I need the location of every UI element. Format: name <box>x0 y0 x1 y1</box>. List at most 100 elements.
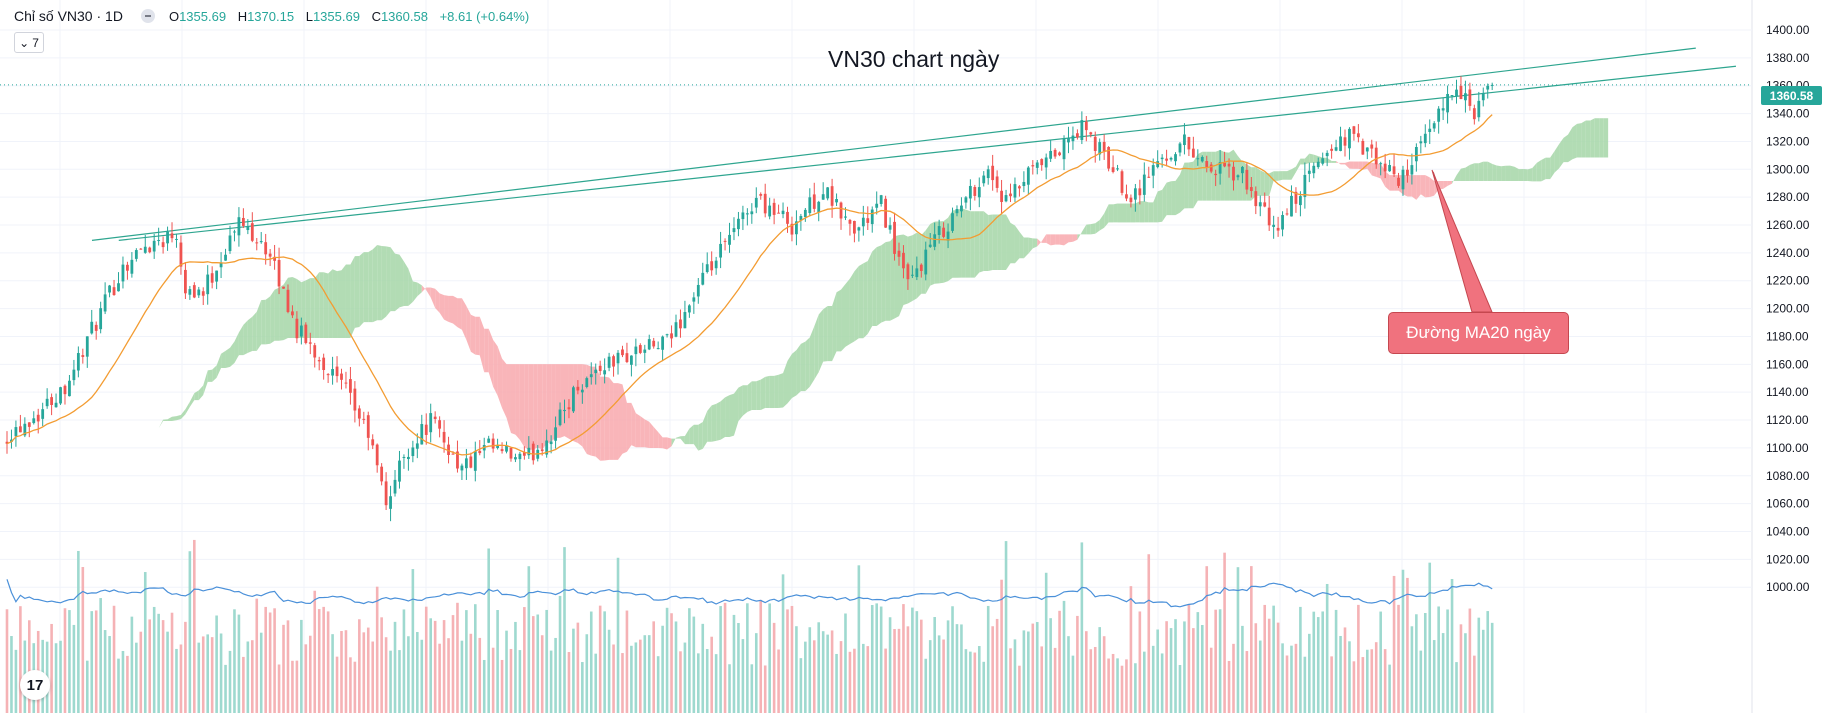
volume-bar <box>308 635 312 713</box>
volume-bar <box>215 615 218 713</box>
candle-body <box>884 198 888 228</box>
cloud-segment <box>1001 214 1007 270</box>
candle-body <box>1116 168 1119 170</box>
candle-body <box>241 217 245 226</box>
symbol-legend[interactable]: Chỉ số VN30 · 1D O1355.69 H1370.15 L1355… <box>14 8 529 24</box>
volume-bar <box>1200 624 1204 713</box>
cloud-segment <box>1260 170 1265 196</box>
symbol-name[interactable]: Chỉ số VN30 · 1D <box>14 8 123 24</box>
collapse-icon[interactable] <box>140 9 155 23</box>
cloud-segment <box>225 347 230 369</box>
candle-body <box>754 197 758 208</box>
candle-body <box>1486 85 1490 90</box>
candle-body <box>224 254 227 261</box>
cloud-segment <box>510 364 516 435</box>
candle-body <box>215 270 219 282</box>
ohlc-values: O1355.69 H1370.15 L1355.69 C1360.58 +8.6… <box>169 9 529 24</box>
volume-bar <box>750 664 754 713</box>
cloud-segment <box>216 353 222 378</box>
volume-bar <box>505 630 508 713</box>
cloud-segment <box>412 281 418 302</box>
candle-body <box>469 456 473 468</box>
volume-bar <box>1116 658 1119 713</box>
volume-bar <box>1129 586 1133 713</box>
candle-body <box>121 264 125 282</box>
candle-body <box>1312 165 1316 174</box>
candle-body <box>585 378 589 387</box>
candle-body <box>304 324 308 344</box>
cloud-segment <box>1064 234 1069 246</box>
volume-bar <box>362 632 366 713</box>
volume-bar <box>1205 566 1209 713</box>
volume-bar <box>344 630 348 713</box>
candle-body <box>844 216 847 218</box>
candle-body <box>1370 144 1374 149</box>
volume-bar <box>982 661 986 713</box>
cloud-segment <box>881 242 886 323</box>
volume-bar <box>1076 615 1079 713</box>
volume-bar <box>1446 609 1449 713</box>
cloud-segment <box>1224 152 1230 201</box>
volume-bar <box>1352 661 1356 713</box>
cloud-segment <box>1211 151 1216 201</box>
cloud-segment <box>519 364 525 447</box>
candle-body <box>795 221 798 235</box>
cloud-segment <box>470 314 476 355</box>
candle-body <box>362 418 366 420</box>
cloud-segment <box>1514 166 1519 181</box>
candle-body <box>1062 138 1066 160</box>
volume-bar <box>206 634 209 713</box>
volume-bar <box>398 650 401 713</box>
volume-bar <box>1459 624 1463 713</box>
volume-bar <box>393 621 397 713</box>
candle-body <box>701 272 705 285</box>
volume-bar <box>795 626 798 713</box>
tradingview-logo-icon[interactable]: 17 <box>20 670 50 700</box>
cloud-segment <box>1478 161 1484 181</box>
candle-body <box>915 268 919 278</box>
volume-bar <box>830 630 834 713</box>
cloud-segment <box>1510 165 1515 181</box>
cloud-segment <box>783 360 788 408</box>
candle-body <box>451 453 455 455</box>
ma20-path <box>6 114 1493 456</box>
indicators-toggle-button[interactable]: ⌄ 7 <box>14 32 44 53</box>
cloud-segment <box>1483 161 1488 181</box>
volume-bar <box>1102 636 1106 713</box>
cloud-segment <box>524 364 529 451</box>
price-axis[interactable]: 1000.00 1020.00 1040.00 1060.00 1080.00 1100.… <box>1766 23 1810 594</box>
volume-bar <box>429 618 432 713</box>
cloud-segment <box>1331 161 1337 163</box>
candle-body <box>1464 93 1467 101</box>
cloud-segment <box>390 247 396 312</box>
volume-bar <box>1227 660 1231 713</box>
cloud-segment <box>720 397 726 440</box>
candle-body <box>982 175 986 184</box>
cloud-segment <box>1117 203 1122 223</box>
cloud-segment <box>1050 234 1056 246</box>
volume-bar <box>5 609 9 713</box>
candle-body <box>76 353 80 371</box>
volume-bar <box>121 650 125 713</box>
price-tick-label: 1160.00 <box>1766 357 1809 371</box>
candle-body <box>1120 171 1124 193</box>
candle-body <box>1330 148 1334 151</box>
cloud-segment <box>1452 175 1457 184</box>
cloud-segment <box>631 402 636 448</box>
volume-bar <box>1490 622 1494 713</box>
volume-bar <box>112 605 116 713</box>
cloud-segment <box>662 437 668 450</box>
cloud-segment <box>551 364 556 442</box>
cloud-segment <box>555 364 561 438</box>
candle-body <box>1022 181 1026 187</box>
volume-bar <box>366 627 370 713</box>
cloud-segment <box>1385 171 1390 191</box>
candle-body <box>821 194 825 200</box>
cloud-segment <box>399 254 404 308</box>
candle-body <box>371 439 375 446</box>
cloud-segment <box>760 376 766 410</box>
cloud-segment <box>252 311 257 351</box>
volume-bar <box>1357 604 1360 713</box>
volume-bar <box>1272 605 1275 713</box>
